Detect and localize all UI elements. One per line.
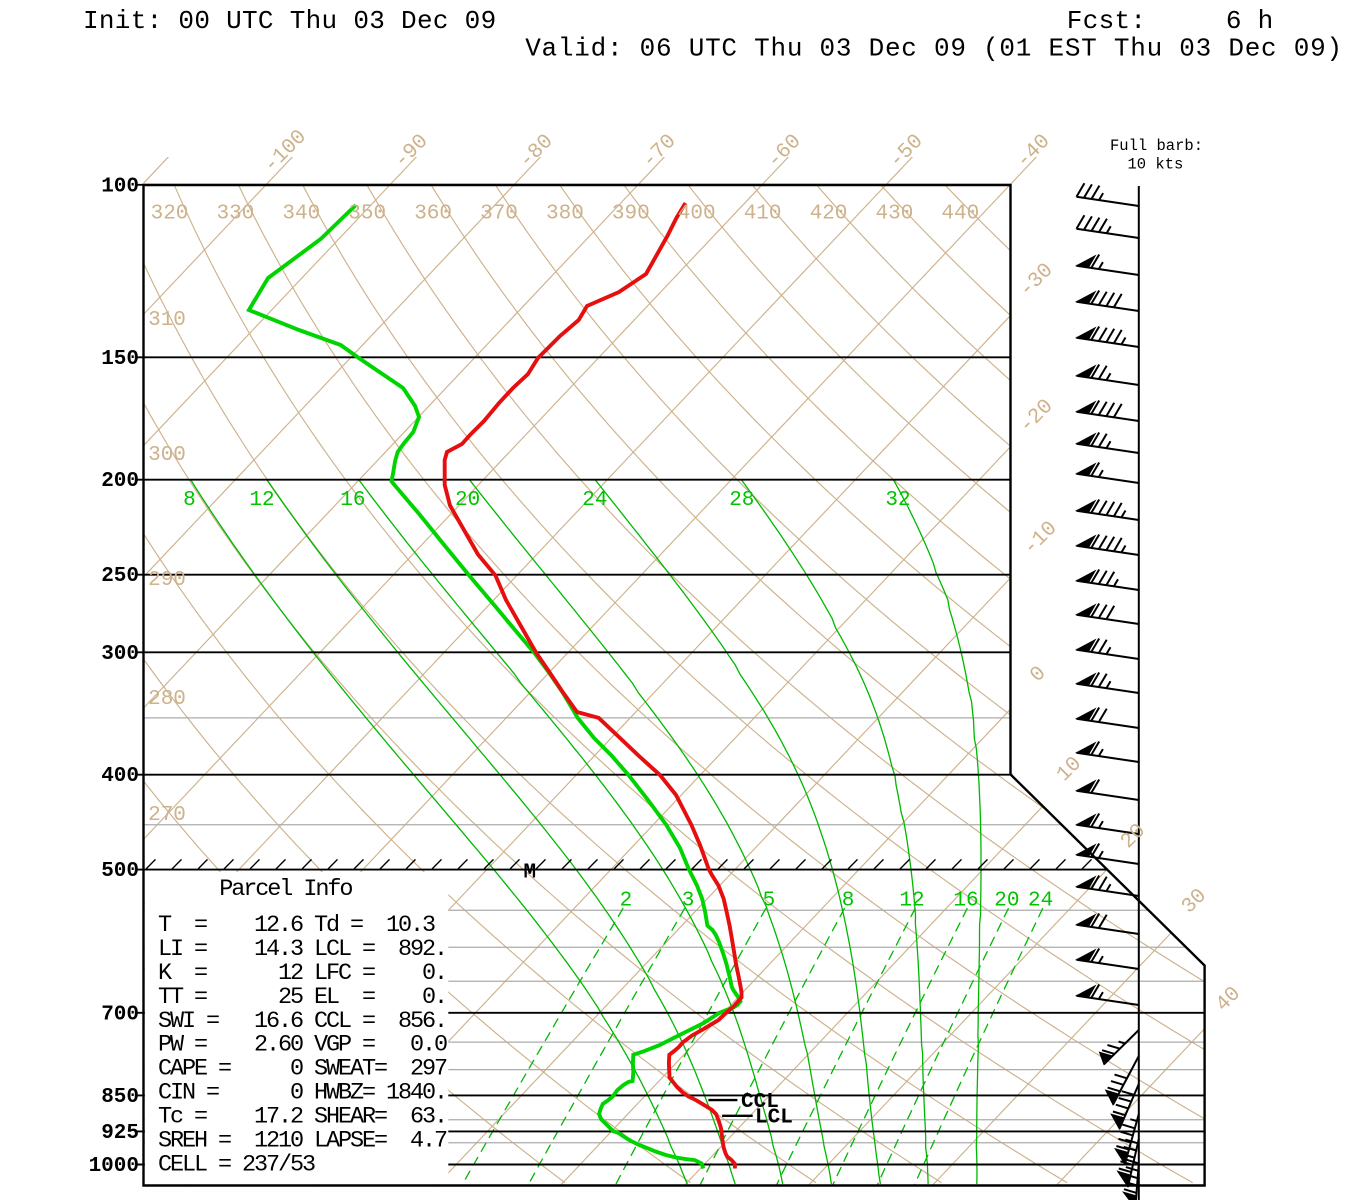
svg-text:CAPE = 0 SWEAT= 297: CAPE = 0 SWEAT= 297 <box>158 1056 447 1083</box>
svg-text:330: 330 <box>216 203 254 226</box>
svg-text:700: 700 <box>101 1003 139 1026</box>
svg-text:280: 280 <box>148 688 186 711</box>
svg-text:TT = 25 EL = 0.: TT = 25 EL = 0. <box>158 984 446 1011</box>
svg-text:370: 370 <box>480 203 518 226</box>
svg-text:20: 20 <box>455 489 480 512</box>
svg-text:28: 28 <box>729 489 754 512</box>
svg-text:3: 3 <box>682 890 695 913</box>
svg-text:K = 12 LFC = 0.: K = 12 LFC = 0. <box>158 960 446 987</box>
svg-text:850: 850 <box>101 1086 139 1109</box>
svg-text:310: 310 <box>148 309 186 332</box>
svg-text:400: 400 <box>678 203 716 226</box>
svg-text:390: 390 <box>612 203 650 226</box>
svg-text:290: 290 <box>148 569 186 592</box>
svg-text:1000: 1000 <box>89 1155 139 1178</box>
svg-text:340: 340 <box>282 203 320 226</box>
svg-text:LI = 14.3 LCL = 892.: LI = 14.3 LCL = 892. <box>158 936 446 963</box>
svg-text:440: 440 <box>941 203 979 226</box>
svg-text:430: 430 <box>875 203 913 226</box>
svg-text:300: 300 <box>148 444 186 467</box>
svg-text:360: 360 <box>414 203 452 226</box>
svg-text:300: 300 <box>101 643 139 666</box>
svg-text:16: 16 <box>340 489 365 512</box>
svg-text:8: 8 <box>842 890 855 913</box>
svg-text:Fcst: 6 h: Fcst: 6 h <box>1067 6 1274 36</box>
svg-text:20: 20 <box>994 890 1019 913</box>
svg-text:12: 12 <box>249 489 274 512</box>
svg-text:SWI = 16.6 CCL = 856.: SWI = 16.6 CCL = 856. <box>158 1008 446 1035</box>
svg-text:270: 270 <box>148 804 186 827</box>
svg-text:M: M <box>523 862 536 885</box>
svg-text:32: 32 <box>885 489 910 512</box>
svg-text:24: 24 <box>1028 890 1053 913</box>
svg-text:24: 24 <box>582 489 607 512</box>
svg-text:SREH = 1210 LAPSE= 4.7: SREH = 1210 LAPSE= 4.7 <box>158 1128 447 1155</box>
svg-text:420: 420 <box>810 203 848 226</box>
svg-text:Full barb:: Full barb: <box>1110 137 1203 155</box>
svg-text:Init: 00 UTC Thu 03 Dec 09: Init: 00 UTC Thu 03 Dec 09 <box>83 6 496 36</box>
svg-text:10 kts: 10 kts <box>1128 156 1184 174</box>
svg-text:8: 8 <box>183 489 196 512</box>
svg-text:200: 200 <box>101 470 139 493</box>
svg-text:LCL: LCL <box>755 1107 793 1130</box>
svg-text:CIN = 0 HWBZ= 1840.: CIN = 0 HWBZ= 1840. <box>158 1080 446 1107</box>
svg-text:Tc = 17.2 SHEAR= 63.: Tc = 17.2 SHEAR= 63. <box>158 1104 446 1131</box>
svg-text:2: 2 <box>620 890 633 913</box>
svg-text:12: 12 <box>899 890 924 913</box>
svg-text:T = 12.6 Td = 10.3: T = 12.6 Td = 10.3 <box>158 912 435 939</box>
svg-text:380: 380 <box>546 203 584 226</box>
svg-text:16: 16 <box>953 890 978 913</box>
svg-text:PW = 2.60 VGP = 0.0: PW = 2.60 VGP = 0.0 <box>158 1032 447 1059</box>
svg-text:Valid: 06 UTC Thu 03 Dec 09 (0: Valid: 06 UTC Thu 03 Dec 09 (01 EST Thu … <box>525 34 1343 64</box>
svg-text:320: 320 <box>151 203 189 226</box>
svg-text:400: 400 <box>101 765 139 788</box>
svg-text:350: 350 <box>348 203 386 226</box>
svg-text:100: 100 <box>101 175 139 198</box>
svg-text:5: 5 <box>763 890 776 913</box>
svg-text:410: 410 <box>744 203 782 226</box>
svg-text:150: 150 <box>101 348 139 371</box>
svg-text:CELL = 237/53: CELL = 237/53 <box>158 1151 315 1178</box>
svg-text:CCL: CCL <box>741 1091 779 1114</box>
svg-text:500: 500 <box>101 860 139 883</box>
svg-text:Parcel Info: Parcel Info <box>219 876 352 903</box>
svg-text:250: 250 <box>101 565 139 588</box>
svg-text:925: 925 <box>101 1122 139 1145</box>
